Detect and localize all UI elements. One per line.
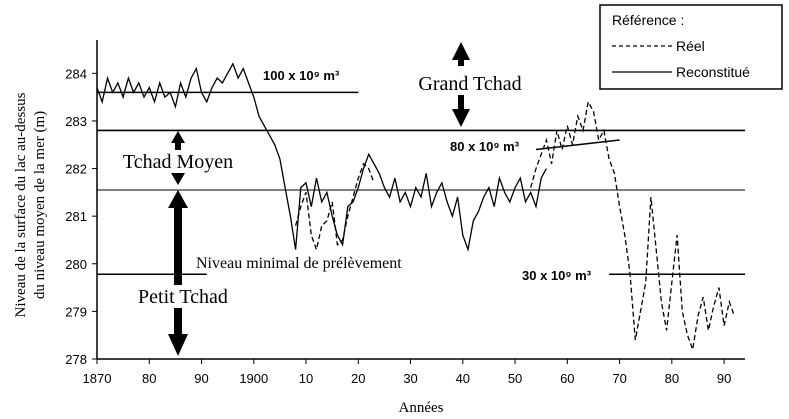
annotation: 30 x 10⁹ m³	[522, 268, 592, 283]
label-bg	[128, 285, 238, 308]
y-tick-label: 283	[65, 114, 87, 129]
y-tick-label: 282	[65, 162, 87, 177]
annotation: Grand Tchad	[418, 73, 521, 95]
y-tick-label: 284	[65, 66, 87, 81]
legend-label: Réel	[676, 38, 705, 54]
x-tick-label: 40	[456, 371, 470, 386]
annotation: Tchad Moyen	[123, 151, 233, 173]
x-tick-label: 80	[665, 371, 679, 386]
legend-label: Reconstitué	[676, 64, 750, 80]
x-tick-label: 1900	[239, 371, 268, 386]
series-line	[96, 62, 547, 252]
x-tick-label: 90	[194, 371, 208, 386]
y-tick-label: 279	[65, 304, 87, 319]
legend-title: Référence :	[612, 12, 684, 28]
annotation: 80 x 10⁹ m³	[450, 139, 520, 154]
x-tick-label: 90	[717, 371, 731, 386]
x-tick-label: 10	[299, 371, 313, 386]
x-tick-label: 80	[142, 371, 156, 386]
x-tick-label: 70	[612, 371, 626, 386]
x-tick-label: 60	[560, 371, 574, 386]
x-axis-label: Années	[399, 400, 444, 416]
y-tick-label: 280	[65, 257, 87, 272]
x-tick-label: 1870	[83, 371, 112, 386]
legend-box	[599, 4, 783, 90]
x-tick-label: 30	[403, 371, 417, 386]
annotation: Niveau minimal de prélèvement	[196, 255, 402, 272]
y-axis-label: du niveau moyen de la mer (m)	[32, 111, 48, 299]
annotation: 100 x 10⁹ m³	[263, 68, 340, 83]
arrows	[168, 42, 470, 356]
y-axis-label: Niveau de la surface du lac au-dessus	[13, 92, 29, 317]
y-tick-label: 281	[65, 209, 87, 224]
y-tick-label: 278	[65, 352, 87, 367]
annotation: Petit Tchad	[138, 286, 228, 308]
series-line	[294, 100, 736, 353]
label-bg	[415, 72, 525, 95]
label-bg	[123, 150, 233, 173]
x-tick-label: 50	[508, 371, 522, 386]
x-tick-label: 20	[351, 371, 365, 386]
